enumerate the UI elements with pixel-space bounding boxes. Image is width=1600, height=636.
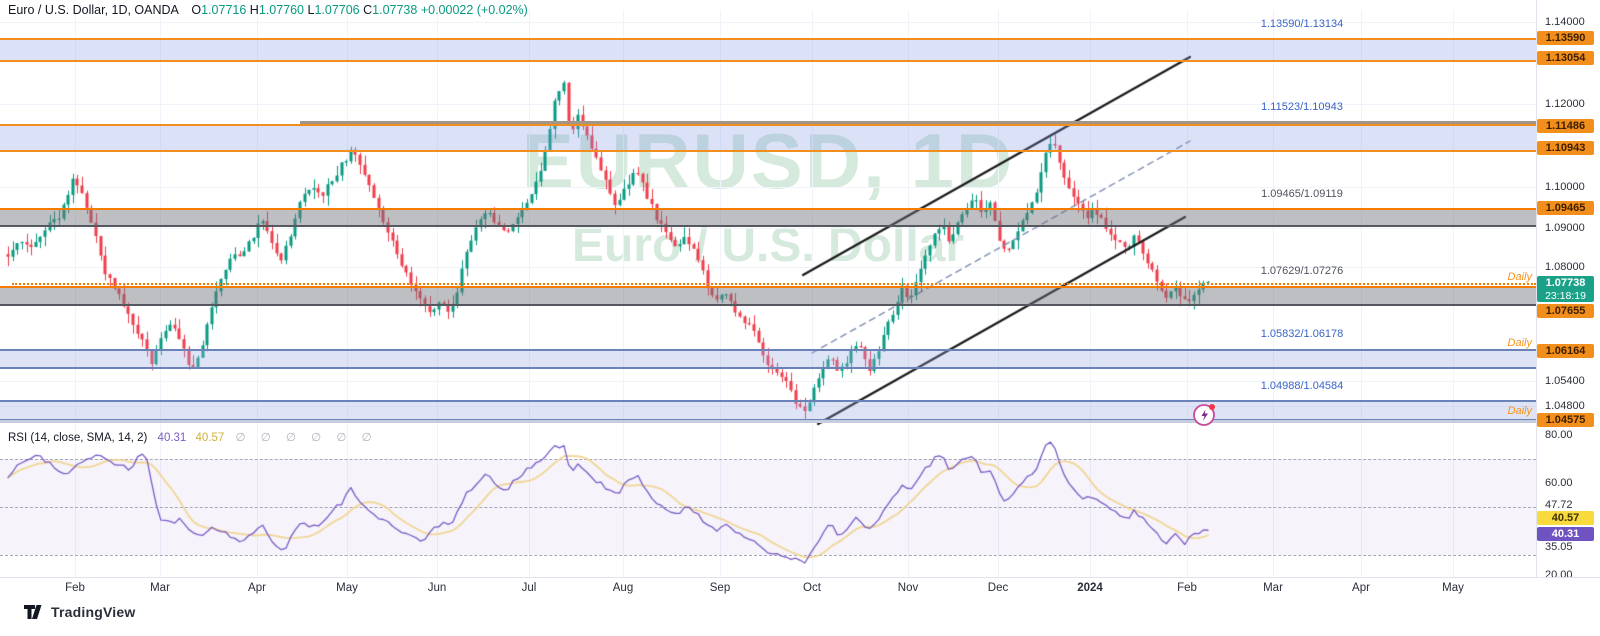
- rsi-empty-values: ∅ ∅ ∅ ∅ ∅ ∅: [235, 432, 378, 444]
- price-level-badge: 1.11486: [1537, 119, 1594, 133]
- time-axis-label[interactable]: Apr: [1352, 582, 1370, 594]
- rsi-title[interactable]: RSI (14, close, SMA, 14, 2): [8, 432, 148, 444]
- price-scale-label: 1.09000: [1545, 222, 1585, 234]
- ohlc-key: O: [191, 3, 202, 17]
- time-axis-label[interactable]: May: [1442, 582, 1464, 594]
- time-axis-label[interactable]: Mar: [1263, 582, 1283, 594]
- alert-icon[interactable]: [1192, 401, 1218, 427]
- rsi-sma-value: 40.57: [195, 432, 225, 444]
- price-level-badge: 1.10943: [1537, 141, 1594, 155]
- price-scale-axis[interactable]: 1.14000 1.12000 1.10000 1.09000 1.08000 1.054…: [1536, 0, 1600, 597]
- time-axis-label[interactable]: Jul: [521, 582, 537, 594]
- tradingview-logo-icon: [24, 605, 42, 619]
- ohlc-key: L: [307, 3, 315, 17]
- symbol-title[interactable]: Euro / U.S. Dollar, 1D, OANDA: [8, 3, 179, 17]
- price-level-badge: 1.04575: [1537, 413, 1594, 427]
- time-axis-label[interactable]: Jun: [427, 582, 447, 594]
- ohlc-value: 1.07716: [201, 3, 250, 17]
- rsi-scale-label: 47.72: [1545, 499, 1573, 511]
- zone-price-label: 1.13590/1.13134: [1260, 18, 1344, 30]
- rsi-scale-label: 35.05: [1545, 541, 1573, 553]
- rsi-legend[interactable]: RSI (14, close, SMA, 14, 2) 40.31 40.57 …: [8, 430, 378, 444]
- price-scale-label: 1.05400: [1545, 375, 1585, 387]
- bar-countdown-timer: 23:18:19: [1545, 289, 1586, 302]
- ohlc-values: O1.07716 H1.07760 L1.07706 C1.07738: [191, 3, 420, 17]
- ohlc-key: C: [363, 3, 373, 17]
- time-axis-label[interactable]: Aug: [612, 582, 634, 594]
- time-axis-label[interactable]: Feb: [1177, 582, 1197, 594]
- change-value: +0.00022 (+0.02%): [420, 3, 528, 17]
- time-axis-label[interactable]: Mar: [150, 582, 170, 594]
- price-level-badge: 1.07655: [1537, 304, 1594, 318]
- tradingview-logo-text: TradingView: [51, 604, 136, 620]
- price-level-badge: 1.13590: [1537, 31, 1594, 45]
- ohlc-key: H: [249, 3, 259, 17]
- time-axis-label[interactable]: Nov: [897, 582, 919, 594]
- current-price-value: 1.07738: [1545, 277, 1586, 289]
- price-scale-label: 1.12000: [1545, 98, 1585, 110]
- current-price-badge: 1.07738 23:18:19: [1537, 276, 1594, 302]
- zone-price-label: 1.07629/1.07276: [1260, 265, 1344, 277]
- zone-price-label: 1.05832/1.06178: [1260, 328, 1344, 340]
- time-axis-label[interactable]: Apr: [248, 582, 266, 594]
- price-scale-label: 1.10000: [1545, 181, 1585, 193]
- zone-price-label: 1.11523/1.10943: [1261, 101, 1343, 113]
- ohlc-value: 1.07738: [372, 3, 421, 17]
- price-level-badge: 1.13054: [1537, 51, 1594, 65]
- time-axis-label[interactable]: 2024: [1077, 582, 1103, 594]
- alert-daily-label: Daily: [1507, 405, 1532, 417]
- rsi-value-badge: 40.31: [1537, 527, 1594, 541]
- zone-price-label: 1.09465/1.09119: [1261, 188, 1343, 200]
- ohlc-value: 1.07706: [314, 3, 364, 17]
- rsi-value-badge: 40.57: [1537, 511, 1594, 525]
- alert-daily-label: Daily: [1507, 337, 1532, 349]
- pane-separator[interactable]: [0, 420, 1600, 423]
- tradingview-logo[interactable]: TradingView: [24, 604, 135, 620]
- rsi-value: 40.31: [157, 432, 187, 444]
- price-level-badge: 1.09465: [1537, 201, 1594, 215]
- price-level-badge: 1.06164: [1537, 344, 1594, 358]
- rsi-scale-label: 60.00: [1545, 477, 1573, 489]
- time-axis-label[interactable]: May: [336, 582, 358, 594]
- alert-price-dotted-line[interactable]: [12, 283, 1536, 285]
- alert-daily-label: Daily: [1507, 271, 1532, 283]
- time-axis[interactable]: Feb Mar Apr May Jun Jul Aug Sep Oct Nov Dec 2024 Feb…: [0, 577, 1600, 598]
- time-axis-label[interactable]: Feb: [65, 582, 85, 594]
- price-scale-label: 1.04800: [1545, 400, 1585, 412]
- rsi-scale-label: 80.00: [1545, 429, 1573, 441]
- time-axis-label[interactable]: Oct: [803, 582, 821, 594]
- time-axis-label[interactable]: Dec: [987, 582, 1009, 594]
- zone-price-label: 1.04988/1.04584: [1260, 380, 1344, 392]
- horizontal-ray-line[interactable]: [300, 121, 1536, 124]
- time-axis-label[interactable]: Sep: [709, 582, 731, 594]
- ohlc-value: 1.07760: [258, 3, 308, 17]
- price-scale-label: 1.14000: [1545, 16, 1585, 28]
- symbol-legend[interactable]: Euro / U.S. Dollar, 1D, OANDA O1.07716 H…: [8, 3, 528, 17]
- price-scale-label: 1.08000: [1545, 261, 1585, 273]
